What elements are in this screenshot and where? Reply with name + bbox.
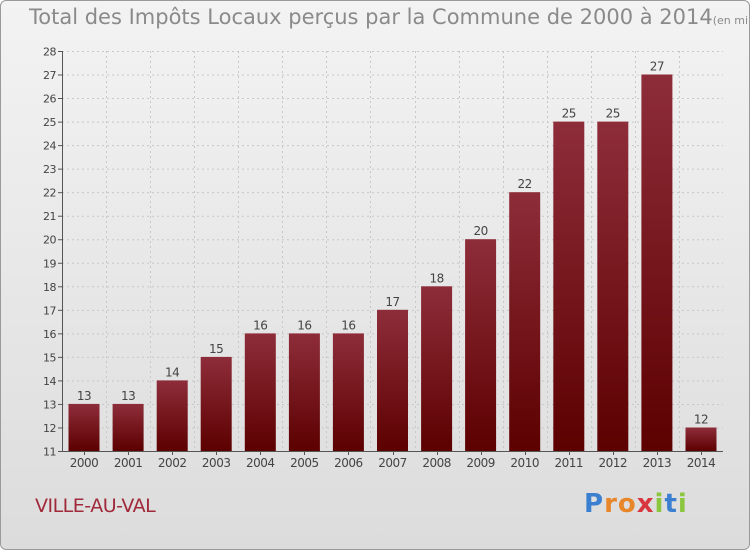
bar-2012 bbox=[597, 121, 629, 451]
proxiti-logo: Proxiti bbox=[584, 489, 688, 519]
y-tick-label: 26 bbox=[43, 93, 56, 106]
y-tick-label: 21 bbox=[43, 210, 56, 223]
x-tick-label-2014: 2014 bbox=[687, 456, 716, 470]
y-tick-label: 19 bbox=[43, 257, 56, 270]
bar-2001 bbox=[112, 403, 144, 451]
chart-title: Total des Impôts Locaux perçus par la Co… bbox=[29, 5, 749, 29]
axes: 11 12 13 14 15 16 17 18 19 20 21 22 23 24 25 26 27 28 2000… bbox=[43, 46, 723, 470]
bar-2004 bbox=[244, 333, 276, 451]
bar-2013 bbox=[641, 74, 673, 451]
logo-letter: r bbox=[604, 489, 618, 519]
bars bbox=[68, 74, 717, 451]
data-label-2000: 13 bbox=[77, 389, 91, 403]
data-label-2002: 14 bbox=[165, 365, 179, 379]
bar-2007 bbox=[377, 309, 408, 451]
y-tick-label: 13 bbox=[43, 398, 56, 411]
x-tick-label-2005: 2005 bbox=[290, 456, 319, 470]
logo-letter: i bbox=[654, 489, 665, 519]
data-label-2007: 17 bbox=[385, 295, 399, 309]
bar-2003 bbox=[200, 356, 232, 451]
data-label-2005: 16 bbox=[297, 318, 311, 332]
x-tick-label-2008: 2008 bbox=[422, 456, 451, 470]
y-tick-label: 23 bbox=[43, 163, 56, 176]
x-tick-label-2007: 2007 bbox=[378, 456, 407, 470]
data-label-2011: 25 bbox=[562, 107, 576, 121]
bar-2000 bbox=[68, 403, 100, 451]
y-tick-label: 17 bbox=[43, 304, 56, 317]
data-label-2010: 22 bbox=[518, 177, 532, 191]
y-tick-label: 16 bbox=[43, 328, 56, 341]
y-tick-label: 18 bbox=[43, 281, 56, 294]
logo-letter: t bbox=[664, 489, 678, 519]
bar-2006 bbox=[332, 333, 364, 451]
x-tick-label-2004: 2004 bbox=[246, 456, 275, 470]
data-label-2003: 15 bbox=[209, 342, 223, 356]
x-tick-label-2009: 2009 bbox=[466, 456, 495, 470]
data-label-2004: 16 bbox=[253, 318, 267, 332]
data-label-2008: 18 bbox=[429, 271, 443, 285]
y-tick-label: 11 bbox=[43, 446, 56, 459]
data-label-2014: 12 bbox=[694, 413, 708, 427]
data-label-2013: 27 bbox=[650, 60, 664, 74]
bar-2002 bbox=[156, 380, 188, 451]
bar-2009 bbox=[465, 239, 497, 451]
y-tick-label: 24 bbox=[43, 140, 56, 153]
chart-title-main: Total des Impôts Locaux perçus par la Co… bbox=[29, 5, 713, 29]
bar-2010 bbox=[509, 192, 541, 451]
logo-letter: i bbox=[677, 489, 688, 519]
logo-letter: o bbox=[617, 489, 637, 519]
data-labels: 13 13 14 15 16 16 16 17 18 20 22 25 25 27 12 bbox=[77, 60, 709, 427]
bar-2014 bbox=[685, 427, 717, 451]
x-tick-label-2013: 2013 bbox=[643, 456, 672, 470]
data-label-2001: 13 bbox=[121, 389, 135, 403]
y-tick-label: 27 bbox=[43, 69, 56, 82]
logo-letter: x bbox=[636, 489, 655, 519]
bar-2008 bbox=[421, 286, 453, 451]
y-tick-label: 20 bbox=[43, 234, 56, 247]
x-tick-label-2006: 2006 bbox=[334, 456, 363, 470]
y-tick-label: 25 bbox=[43, 116, 56, 129]
x-tick-label-2001: 2001 bbox=[114, 456, 143, 470]
chart-title-unit: (en milliers d'€) bbox=[712, 14, 749, 27]
data-label-2012: 25 bbox=[606, 107, 620, 121]
bar-2011 bbox=[553, 121, 585, 451]
y-tick-label: 12 bbox=[43, 422, 56, 435]
y-tick-label: 15 bbox=[43, 351, 56, 364]
commune-name: VILLE-AU-VAL bbox=[35, 495, 156, 517]
x-tick-label-2010: 2010 bbox=[510, 456, 539, 470]
data-label-2006: 16 bbox=[341, 318, 355, 332]
y-tick-label: 22 bbox=[43, 187, 56, 200]
bar-2005 bbox=[288, 333, 320, 451]
data-label-2009: 20 bbox=[473, 224, 487, 238]
y-tick-label: 14 bbox=[43, 375, 56, 388]
x-tick-label-2000: 2000 bbox=[70, 456, 99, 470]
logo-letter: P bbox=[584, 489, 605, 519]
x-tick-label-2003: 2003 bbox=[202, 456, 231, 470]
x-tick-label-2012: 2012 bbox=[599, 456, 628, 470]
y-tick-label: 28 bbox=[43, 46, 56, 59]
x-tick-label-2002: 2002 bbox=[158, 456, 187, 470]
x-tick-label-2011: 2011 bbox=[555, 456, 584, 470]
